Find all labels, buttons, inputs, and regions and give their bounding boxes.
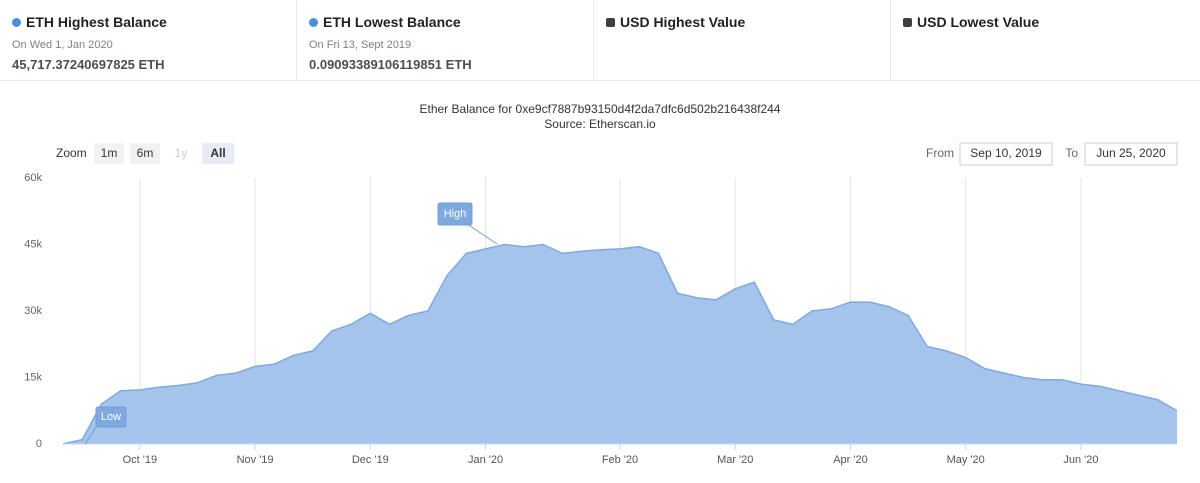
zoom-label: Zoom xyxy=(56,146,87,160)
legend-square xyxy=(903,17,912,27)
y-tick-label: 45k xyxy=(24,238,42,250)
x-tick-label: Dec '19 xyxy=(352,454,389,466)
stat-card: ETH Lowest Balance On Fri 13, Sept 2019 … xyxy=(297,0,594,80)
card-title: USD Lowest Value xyxy=(917,14,1040,30)
card-title: ETH Lowest Balance xyxy=(323,14,461,30)
zoom-button-label[interactable]: 1m xyxy=(101,146,118,160)
zoom-button[interactable] xyxy=(94,143,124,164)
chart-title: Ether Balance for 0xe9cf7887b93150d4f2da… xyxy=(420,102,781,116)
card-title: ETH Highest Balance xyxy=(26,14,167,30)
flag-connector xyxy=(468,224,498,245)
flag-label: High xyxy=(444,208,467,220)
zoom-button[interactable] xyxy=(202,143,234,164)
zoom-button-label[interactable]: 6m xyxy=(137,146,154,160)
flag-label: Low xyxy=(101,411,121,423)
to-value[interactable]: Jun 25, 2020 xyxy=(1096,146,1166,160)
y-tick-label: 0 xyxy=(36,438,42,450)
to-input[interactable] xyxy=(1084,142,1178,166)
stat-card: USD Highest Value xyxy=(594,0,891,80)
card-value: 0.09093389106119851 ETH xyxy=(309,57,472,72)
legend-dot xyxy=(12,17,21,27)
x-tick-label: Feb '20 xyxy=(602,454,638,466)
from-label: From xyxy=(926,146,954,160)
zoom-button-label: 1y xyxy=(175,146,188,160)
zoom-button-label[interactable]: All xyxy=(210,146,225,160)
zoom-button[interactable] xyxy=(130,143,160,164)
chart-subtitle: Source: Etherscan.io xyxy=(544,117,656,131)
x-tick-label: Oct '19 xyxy=(123,454,158,466)
flag xyxy=(437,202,473,226)
card-date: On Fri 13, Sept 2019 xyxy=(309,39,412,51)
to-label: To xyxy=(1065,146,1078,160)
from-input[interactable] xyxy=(959,142,1053,166)
x-tick-label: Jun '20 xyxy=(1063,454,1098,466)
stat-cards: ETH Highest Balance On Wed 1, Jan 2020 4… xyxy=(0,0,1200,81)
card-title: USD Highest Value xyxy=(620,14,746,30)
x-tick-label: May '20 xyxy=(947,454,985,466)
x-tick-label: Nov '19 xyxy=(237,454,274,466)
stat-card: USD Lowest Value xyxy=(891,0,1188,80)
x-tick-label: Mar '20 xyxy=(717,454,753,466)
card-date: On Wed 1, Jan 2020 xyxy=(12,39,113,51)
legend-square xyxy=(606,17,615,27)
y-tick-label: 30k xyxy=(24,305,42,317)
y-tick-label: 15k xyxy=(24,371,42,383)
y-tick-label: 60k xyxy=(24,172,42,184)
legend-dot xyxy=(309,17,318,27)
area xyxy=(63,244,1177,444)
area-line xyxy=(62,243,1178,445)
flag-connector xyxy=(84,426,97,445)
card-value: 45,717.37240697825 ETH xyxy=(12,57,165,72)
from-value[interactable]: Sep 10, 2019 xyxy=(970,146,1042,160)
x-tick-label: Apr '20 xyxy=(833,454,868,466)
flag xyxy=(95,406,127,428)
stat-card: ETH Highest Balance On Wed 1, Jan 2020 4… xyxy=(0,0,297,80)
x-tick-label: Jan '20 xyxy=(468,454,503,466)
